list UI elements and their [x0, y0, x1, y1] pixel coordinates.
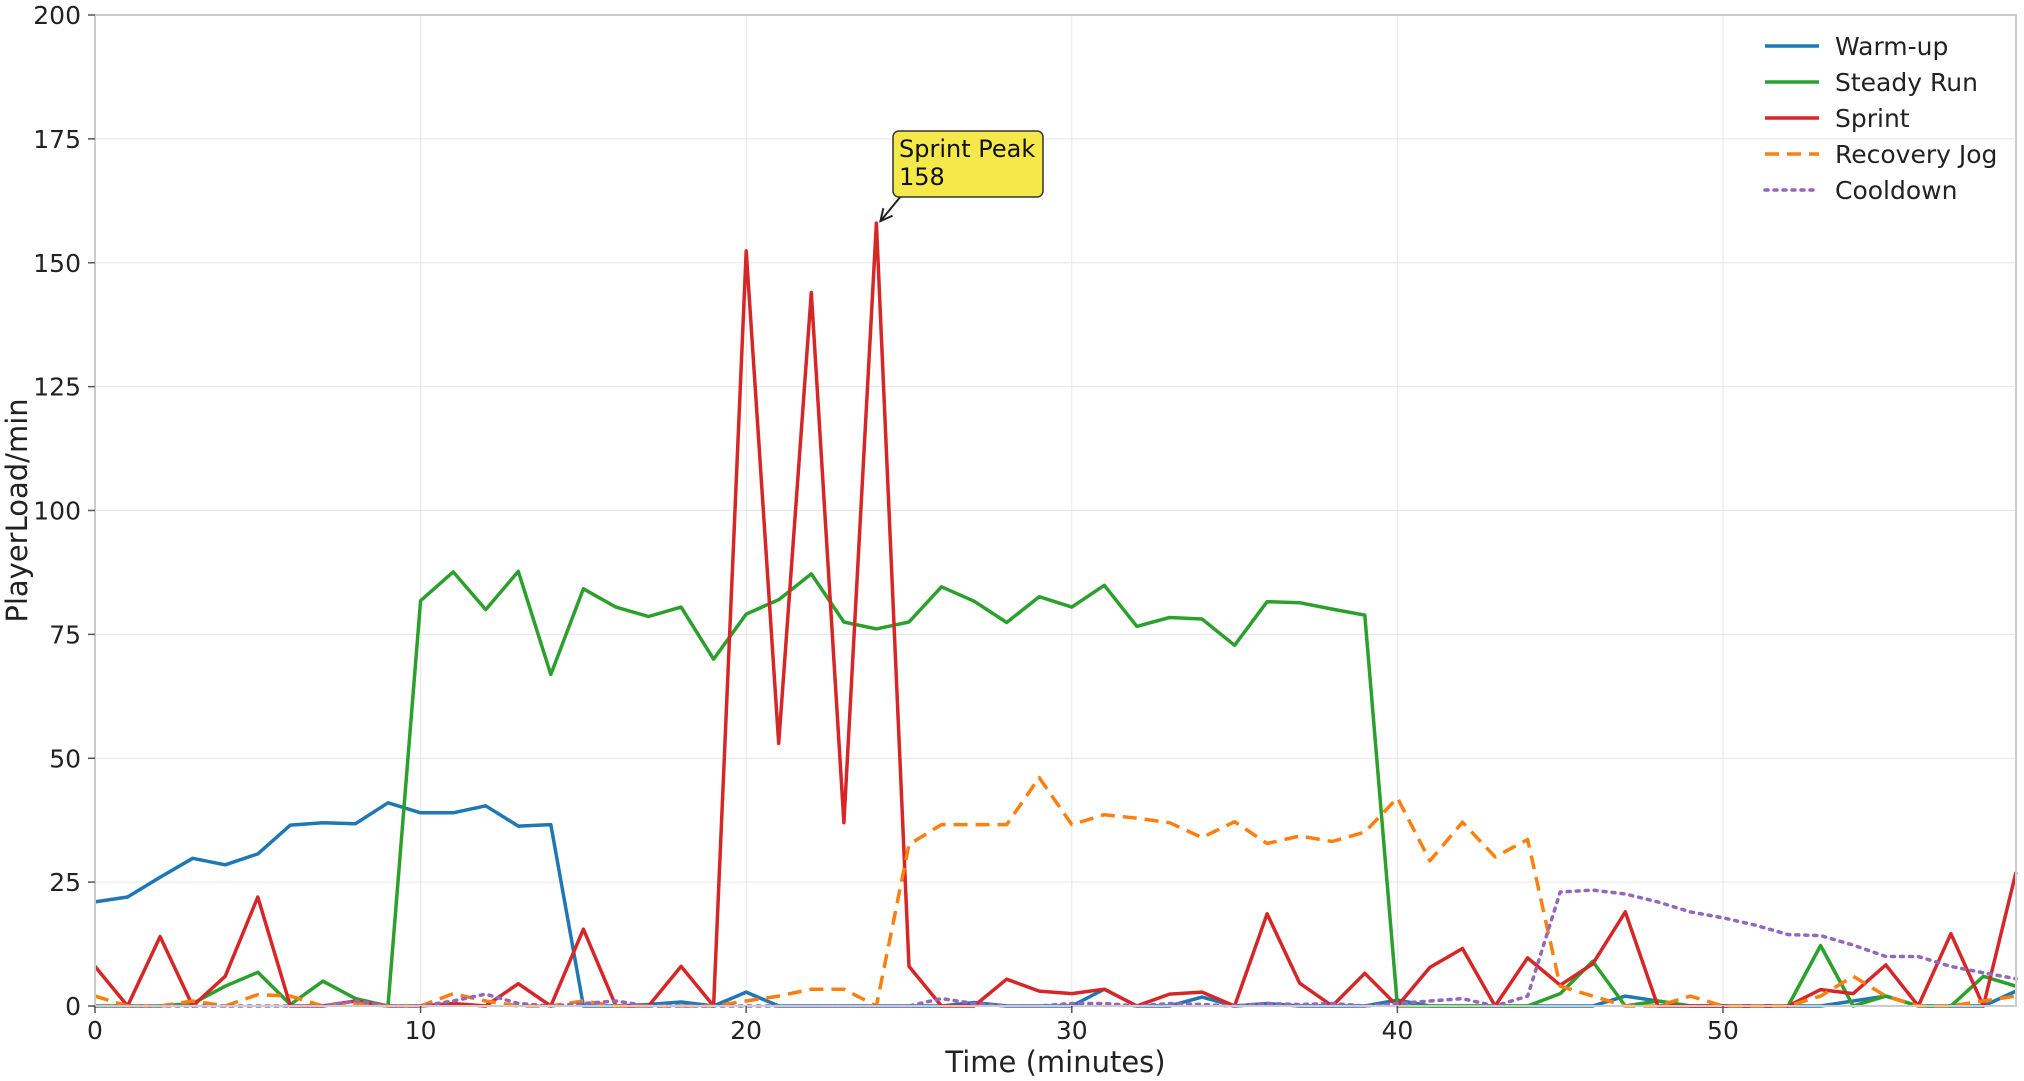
y-tick-label: 200: [33, 1, 81, 30]
y-tick-label: 175: [33, 125, 81, 154]
y-tick-label: 150: [33, 249, 81, 278]
y-tick-label: 75: [49, 620, 81, 649]
y-tick-label: 0: [65, 992, 81, 1021]
legend-label: Sprint: [1835, 104, 1910, 133]
legend-label: Recovery Jog: [1835, 140, 1997, 169]
series-line-sprint: [93, 221, 2018, 1008]
legend-label: Steady Run: [1835, 68, 1978, 97]
annotation-label: Sprint Peak: [899, 135, 1035, 163]
x-tick-label: 20: [730, 1016, 762, 1045]
legend: Warm-up Steady Run Sprint Recovery Jog Coold…: [1763, 32, 1997, 205]
x-tick-label: 40: [1381, 1016, 1413, 1045]
annotation-box: [892, 130, 1044, 198]
y-tick-label: 50: [49, 744, 81, 773]
y-tick-label: 100: [33, 497, 81, 526]
x-tick-label: 30: [1056, 1016, 1088, 1045]
y-tick-label: 125: [33, 373, 81, 402]
y-axis-label: PlayerLoad/min: [0, 398, 34, 622]
annotation: Sprint Peak 158: [880, 130, 1044, 221]
x-tick-label: 0: [87, 1016, 103, 1045]
series-line-recovery-jog: [94, 775, 2017, 1008]
annotation-arrow: [880, 195, 902, 221]
x-axis-ticks: 0 10 20 30 40 50: [87, 1006, 1739, 1045]
series-line-steady-run: [95, 569, 2017, 1008]
legend-label: Warm-up: [1835, 32, 1948, 61]
legend-label: Cooldown: [1835, 176, 1957, 205]
series-line-cooldown: [93, 888, 2018, 1008]
series-line-warm-up: [94, 801, 2017, 1008]
x-tick-label: 10: [405, 1016, 437, 1045]
y-axis-ticks: 0 25 50 75 100 125 150 175 200: [33, 1, 95, 1021]
series-lines: [93, 221, 2018, 1008]
grid: [94, 14, 2016, 1007]
x-axis-label: Time (minutes): [944, 1045, 1165, 1079]
annotation-value: 158: [899, 163, 945, 191]
x-tick-label: 50: [1707, 1016, 1739, 1045]
y-tick-label: 25: [49, 868, 81, 897]
